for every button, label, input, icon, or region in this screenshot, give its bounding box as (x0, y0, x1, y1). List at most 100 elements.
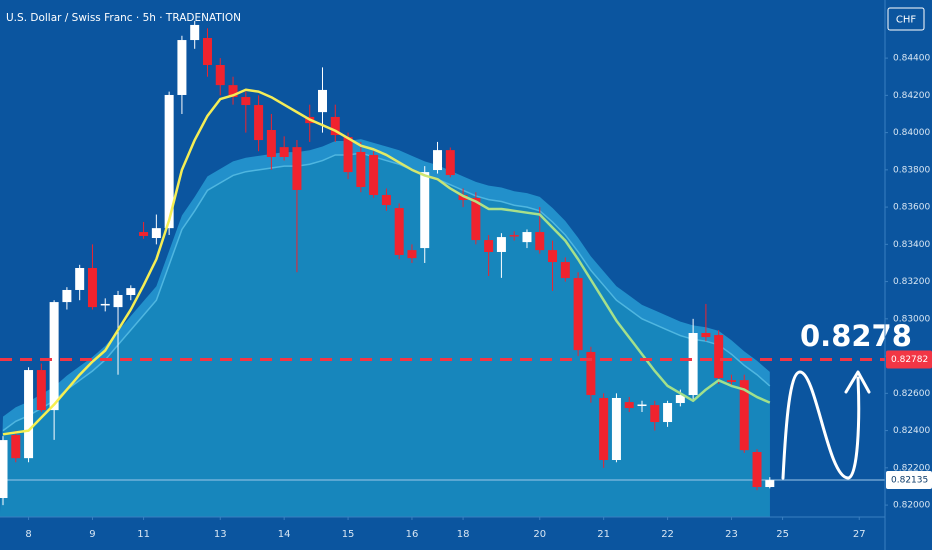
candle-body (49, 302, 59, 411)
y-tick-label: 0.82200 (893, 463, 930, 473)
x-tick-label: 27 (853, 529, 866, 540)
candle-body (202, 37, 212, 65)
x-tick-label: 25 (776, 529, 789, 540)
candle-body (164, 94, 174, 229)
candle-body (241, 97, 251, 106)
y-tick-label: 0.83600 (893, 203, 930, 213)
candle-body (688, 332, 698, 396)
candle-body (330, 116, 340, 136)
candle-body (701, 332, 711, 338)
candle-body (420, 172, 430, 249)
candle-body (254, 105, 264, 141)
band-edge (2, 152, 771, 432)
candle-body (573, 278, 583, 351)
candle-body (177, 40, 187, 95)
candle-body (560, 262, 570, 279)
x-tick-label: 22 (661, 529, 674, 540)
candle-body (650, 405, 660, 423)
x-tick-label: 21 (597, 529, 610, 540)
candle-body (663, 403, 673, 423)
candle-body (356, 151, 366, 187)
candle-body (458, 194, 468, 201)
y-tick-label: 0.83800 (893, 165, 930, 175)
candle-body (126, 288, 136, 296)
y-tick-label: 0.82000 (893, 501, 930, 511)
x-tick-label: 11 (137, 529, 150, 540)
candle-body (752, 452, 762, 488)
candle-body (624, 402, 634, 409)
candle-body (445, 150, 455, 176)
x-tick-label: 20 (533, 529, 546, 540)
y-tick-label: 0.83400 (893, 240, 930, 250)
candle-body (292, 147, 302, 190)
candle-body (586, 351, 596, 396)
candle-body (739, 380, 749, 451)
candle-body (318, 89, 327, 113)
candle-body (215, 64, 225, 86)
candle-body (0, 440, 8, 499)
last-price-box (886, 470, 932, 489)
candle-body (75, 267, 85, 290)
currency-button[interactable] (887, 7, 925, 31)
candle-body (369, 154, 379, 195)
candle-body (266, 129, 276, 157)
candle-body (509, 235, 519, 237)
candle-body (100, 303, 110, 306)
candle-body (765, 480, 775, 488)
candle-body (228, 85, 238, 98)
x-tick-label: 9 (89, 529, 95, 540)
candle-body (471, 197, 481, 241)
forecast-arrow (781, 370, 861, 480)
moving-average (2, 88, 771, 436)
candle-body (726, 380, 736, 382)
candle-body (381, 194, 391, 206)
x-tick-label: 13 (214, 529, 227, 540)
chart-title: U.S. Dollar / Swiss Franc · 5h · TRADENA… (6, 12, 241, 24)
y-tick-label: 0.84400 (893, 54, 930, 64)
candle-body (548, 250, 558, 263)
y-tick-label: 0.84000 (893, 128, 930, 138)
candle-body (407, 250, 417, 259)
candle-body (139, 232, 149, 236)
level-label-box (886, 350, 932, 369)
y-tick-label: 0.82600 (893, 389, 930, 399)
candle-body (113, 295, 123, 308)
candle-body (599, 397, 609, 461)
band-area (0, 153, 770, 517)
candle-body (714, 335, 724, 379)
candle-body (484, 240, 494, 252)
x-tick-label: 15 (342, 529, 355, 540)
y-tick-label: 0.83000 (893, 314, 930, 324)
candle-body (394, 208, 404, 255)
x-tick-label: 16 (406, 529, 419, 540)
last-price-label: 0.82135 (891, 475, 928, 485)
candle-body (611, 397, 621, 461)
candle-body (343, 137, 353, 173)
x-tick-label: 14 (278, 529, 291, 540)
candle-body (62, 289, 72, 303)
candle-body (675, 395, 685, 404)
y-tick-label: 0.83200 (893, 277, 930, 287)
currency-label: CHF (896, 15, 917, 26)
x-tick-label: 8 (25, 529, 31, 540)
candle-body (496, 237, 506, 252)
y-tick-label: 0.82400 (893, 426, 930, 436)
y-tick-label: 0.84200 (893, 91, 930, 101)
candle-body (24, 370, 34, 459)
x-tick-label: 23 (725, 529, 738, 540)
candle-body (279, 147, 289, 157)
candle-body (11, 435, 21, 459)
level-label: 0.82782 (891, 355, 928, 365)
candle-body (535, 232, 545, 251)
x-tick-label: 18 (457, 529, 470, 540)
arrow-head (844, 370, 871, 394)
annotation: 0.8278 (800, 319, 912, 353)
candle-body (190, 24, 200, 41)
candle-body (433, 150, 443, 171)
candle-body (522, 232, 532, 243)
candle-body (87, 267, 97, 308)
candle-body (637, 404, 647, 407)
plot-area (0, 20, 885, 517)
candle-body (36, 370, 46, 411)
